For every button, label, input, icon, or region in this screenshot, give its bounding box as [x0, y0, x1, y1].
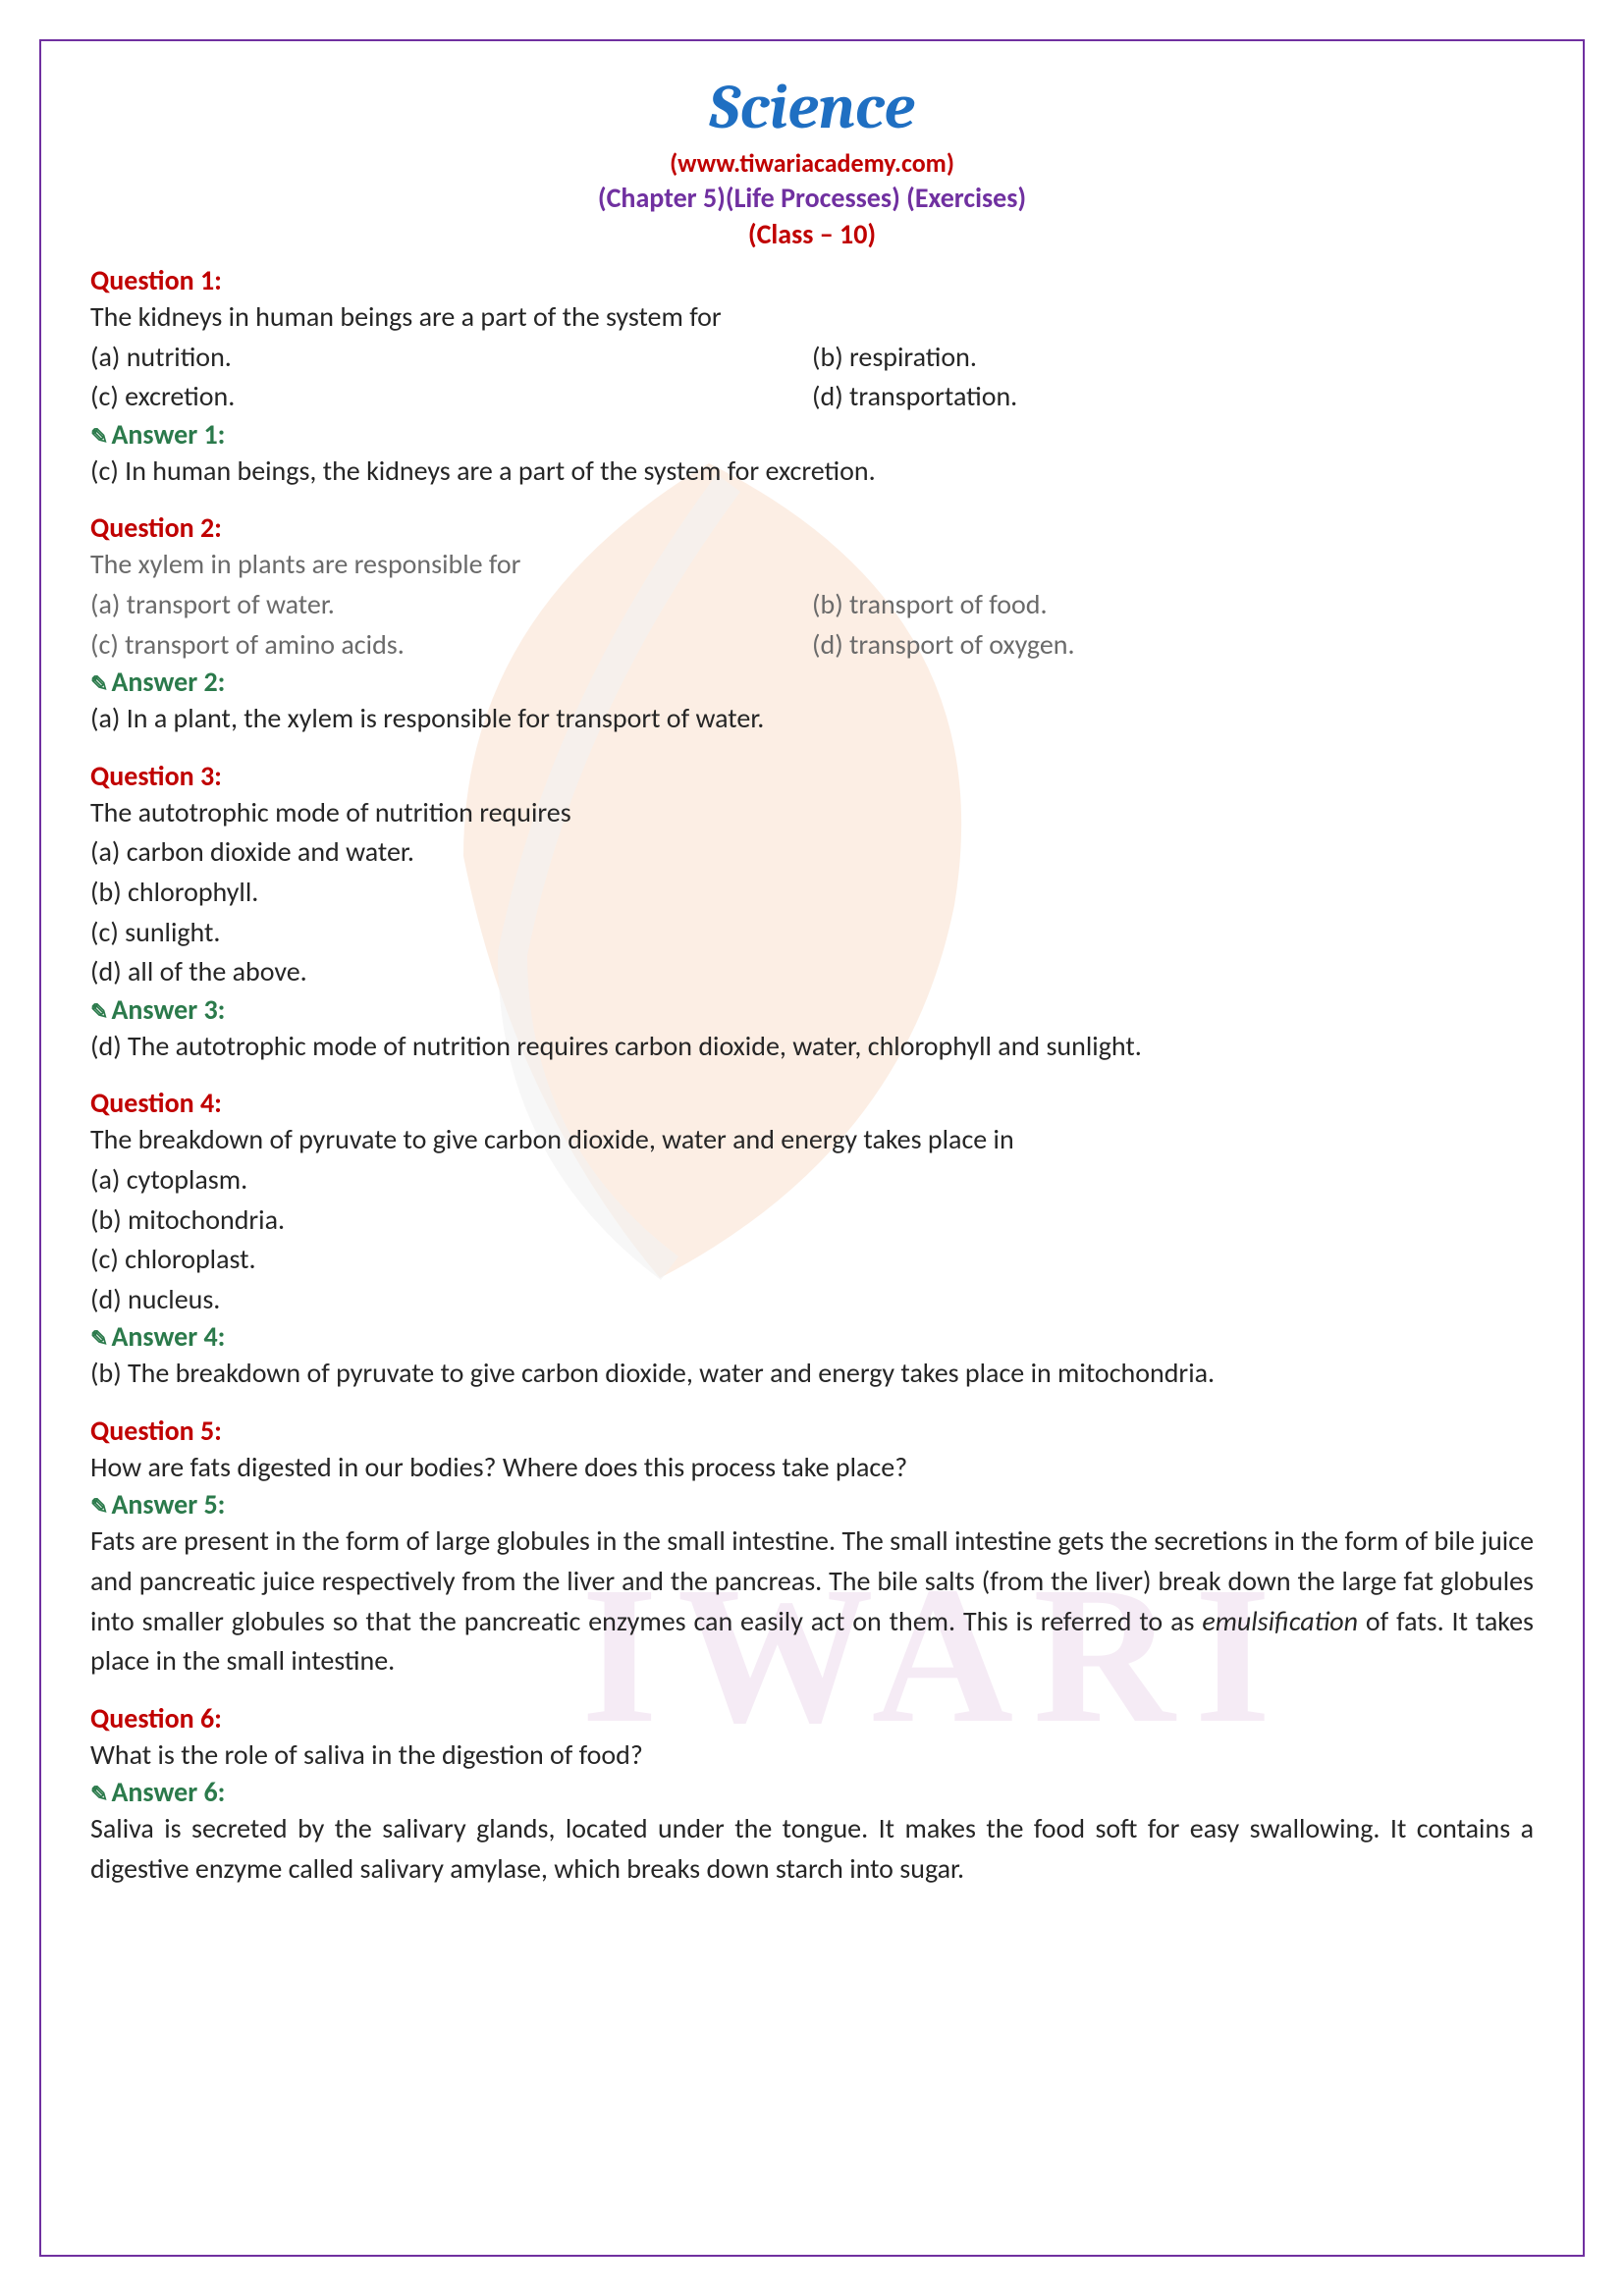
qa-block-1: Question 1: The kidneys in human beings … [90, 263, 1534, 491]
page-border: IWARI Science (www.tiwariacademy.com) (C… [39, 39, 1585, 2257]
website-line: (www.tiwariacademy.com) [90, 147, 1534, 179]
answer-label: Answer 3: [90, 992, 1534, 1027]
option: (c) chloroplast. [90, 1240, 1534, 1280]
qa-block-5: Question 5: How are fats digested in our… [90, 1414, 1534, 1682]
option: (c) excretion. [90, 377, 812, 417]
chapter-line: (Chapter 5)(Life Processes) (Exercises) [90, 181, 1534, 215]
question-text: The autotrophic mode of nutrition requir… [90, 793, 1534, 833]
question-label: Question 6: [90, 1701, 1534, 1735]
option: (c) transport of amino acids. [90, 625, 812, 666]
option: (a) nutrition. [90, 338, 812, 378]
options-row: (a) nutrition. (b) respiration. [90, 338, 1534, 378]
qa-block-3: Question 3: The autotrophic mode of nutr… [90, 759, 1534, 1067]
question-text: The xylem in plants are responsible for [90, 545, 1534, 585]
question-label: Question 2: [90, 510, 1534, 545]
answer-text: (b) The breakdown of pyruvate to give ca… [90, 1354, 1534, 1394]
options-row: (c) transport of amino acids. (d) transp… [90, 625, 1534, 666]
answer-label: Answer 6: [90, 1775, 1534, 1809]
option: (b) transport of food. [812, 585, 1534, 625]
question-label: Question 3: [90, 759, 1534, 793]
question-text: What is the role of saliva in the digest… [90, 1735, 1534, 1776]
option: (b) mitochondria. [90, 1201, 1534, 1241]
question-label: Question 4: [90, 1086, 1534, 1120]
answer-text: (c) In human beings, the kidneys are a p… [90, 452, 1534, 492]
qa-block-2: Question 2: The xylem in plants are resp… [90, 510, 1534, 738]
document-content: Science (www.tiwariacademy.com) (Chapter… [90, 71, 1534, 1890]
option: (c) sunlight. [90, 913, 1534, 953]
answer-label: Answer 2: [90, 665, 1534, 699]
answer-text: Fats are present in the form of large gl… [90, 1522, 1534, 1681]
answer-text-em: emulsification [1202, 1604, 1358, 1638]
option: (d) all of the above. [90, 952, 1534, 992]
question-text: How are fats digested in our bodies? Whe… [90, 1448, 1534, 1488]
qa-block-4: Question 4: The breakdown of pyruvate to… [90, 1086, 1534, 1394]
option: (a) cytoplasm. [90, 1160, 1534, 1201]
answer-label: Answer 4: [90, 1319, 1534, 1354]
options-row: (c) excretion. (d) transportation. [90, 377, 1534, 417]
question-label: Question 5: [90, 1414, 1534, 1448]
question-label: Question 1: [90, 263, 1534, 297]
question-text: The breakdown of pyruvate to give carbon… [90, 1120, 1534, 1160]
option: (a) carbon dioxide and water. [90, 832, 1534, 873]
question-text: The kidneys in human beings are a part o… [90, 297, 1534, 338]
qa-block-6: Question 6: What is the role of saliva i… [90, 1701, 1534, 1890]
page-title: Science [90, 71, 1534, 143]
option: (d) transportation. [812, 377, 1534, 417]
answer-label: Answer 1: [90, 417, 1534, 452]
answer-text: (d) The autotrophic mode of nutrition re… [90, 1027, 1534, 1067]
options-row: (a) transport of water. (b) transport of… [90, 585, 1534, 625]
answer-label: Answer 5: [90, 1487, 1534, 1522]
answer-text: Saliva is secreted by the salivary gland… [90, 1809, 1534, 1889]
class-line: (Class – 10) [90, 217, 1534, 251]
option: (d) transport of oxygen. [812, 625, 1534, 666]
option: (b) chlorophyll. [90, 873, 1534, 913]
answer-text: (a) In a plant, the xylem is responsible… [90, 699, 1534, 739]
option: (a) transport of water. [90, 585, 812, 625]
option: (d) nucleus. [90, 1280, 1534, 1320]
option: (b) respiration. [812, 338, 1534, 378]
